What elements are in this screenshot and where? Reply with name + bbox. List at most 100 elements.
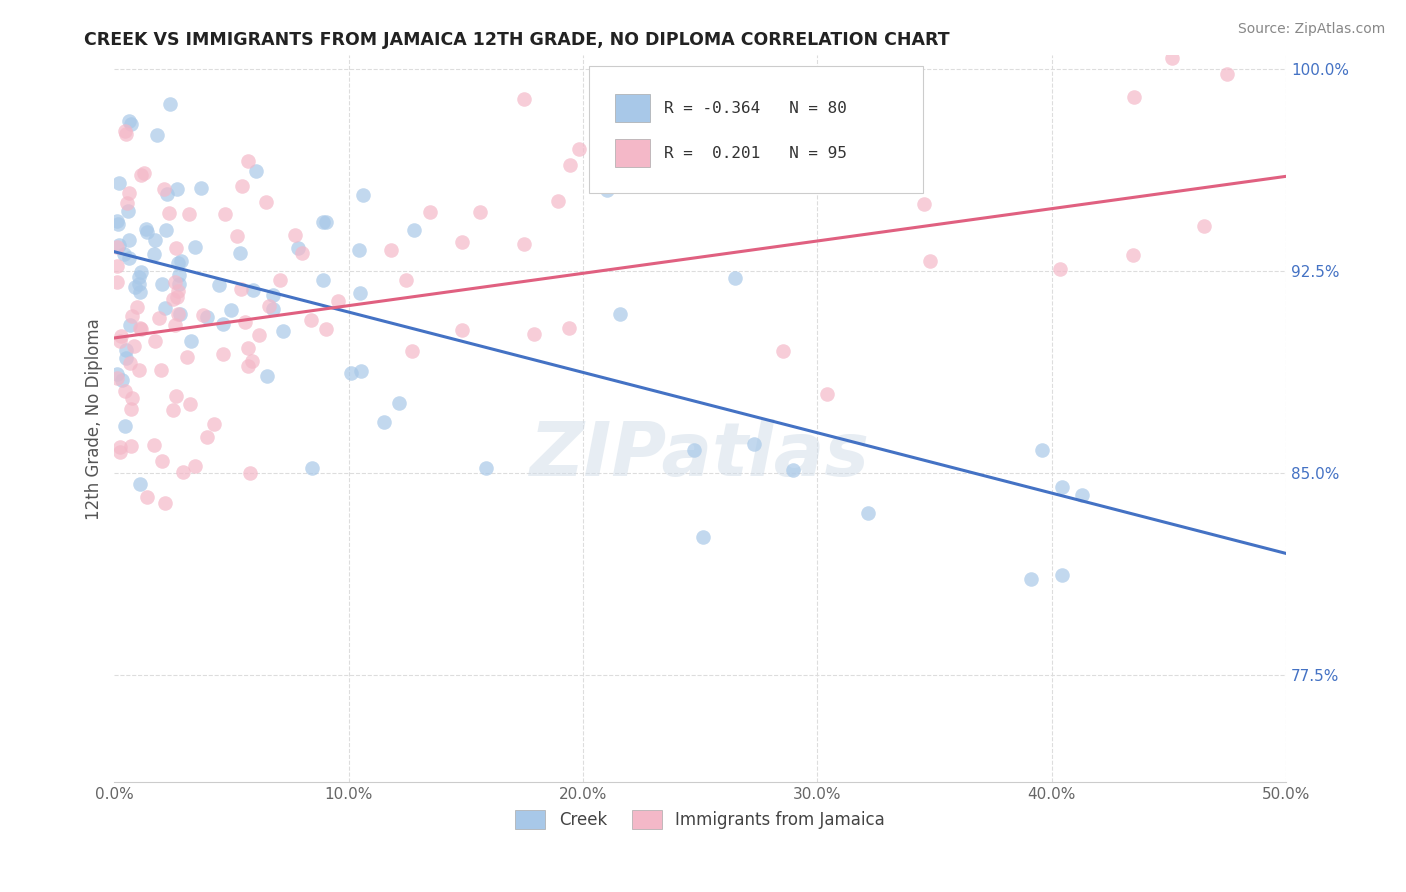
Point [128,320,150,334]
Point [167,284,190,298]
Point [127,301,149,315]
Text: ZIPatlas: ZIPatlas [530,418,870,491]
Point [208,278,231,293]
Point [108,440,131,454]
Point [115,351,138,365]
Point [118,234,141,248]
Point [129,285,152,299]
Point [1050,567,1073,582]
Point [184,458,207,473]
Point [326,293,349,308]
Point [121,309,143,323]
Point [111,373,134,387]
Point [468,205,491,219]
Point [167,256,190,270]
Point [136,490,159,504]
Point [202,417,225,431]
Text: CREEK VS IMMIGRANTS FROM JAMAICA 12TH GRADE, NO DIPLOMA CORRELATION CHART: CREEK VS IMMIGRANTS FROM JAMAICA 12TH GR… [84,31,950,49]
Point [115,196,138,211]
Point [683,442,706,457]
Point [108,444,131,458]
Point [451,323,474,337]
Point [1071,488,1094,502]
Point [451,235,474,250]
Point [131,322,153,336]
Point [242,284,264,298]
Point [402,223,425,237]
Point [150,363,173,377]
Point [166,290,188,304]
Point [856,507,879,521]
Point [912,196,935,211]
Point [1216,67,1239,81]
Point [557,321,579,335]
Point [169,307,191,321]
Point [191,308,214,322]
Point [105,240,128,254]
Point [315,322,337,336]
Point [212,346,235,360]
Point [157,206,180,220]
Text: R =  0.201   N = 95: R = 0.201 N = 95 [664,145,846,161]
Point [120,402,142,417]
Point [195,430,218,444]
Point [724,271,747,285]
Point [120,439,142,453]
Point [124,279,146,293]
Point [152,182,174,196]
Point [373,415,395,429]
Point [162,403,184,417]
Point [172,465,194,479]
Point [782,463,804,477]
Point [114,127,136,141]
Point [166,182,188,196]
Point [108,237,131,252]
Point [262,287,284,301]
Point [284,227,307,242]
Point [165,389,187,403]
Point [105,368,128,382]
Point [163,275,186,289]
Point [107,176,129,190]
Point [105,259,128,273]
Point [117,252,139,266]
Point [118,186,141,200]
Point [152,277,174,292]
Point [195,310,218,324]
Point [512,236,534,251]
Point [240,354,263,368]
Point [114,418,136,433]
Point [256,369,278,384]
Point [115,343,138,358]
Point [315,215,337,229]
Text: R = -0.364   N = 80: R = -0.364 N = 80 [664,101,846,116]
Point [236,342,259,356]
Point [312,215,335,229]
Point [114,384,136,398]
Point [229,282,252,296]
Point [128,269,150,284]
Point [146,128,169,143]
Point [121,392,143,406]
Point [301,461,323,475]
Point [692,530,714,544]
Point [128,277,150,291]
Point [105,275,128,289]
Point [523,327,546,342]
Point [129,169,152,183]
Point [162,292,184,306]
Point [132,165,155,179]
Point [257,299,280,313]
Point [1031,442,1053,457]
Point [247,328,270,343]
Point [1122,90,1144,104]
Point [159,96,181,111]
Legend: Creek, Immigrants from Jamaica: Creek, Immigrants from Jamaica [509,804,891,836]
Point [920,253,942,268]
Point [395,273,418,287]
Text: Source: ZipAtlas.com: Source: ZipAtlas.com [1237,22,1385,37]
Point [1021,573,1043,587]
Point [153,301,176,315]
Point [1161,51,1184,65]
Point [110,328,132,343]
